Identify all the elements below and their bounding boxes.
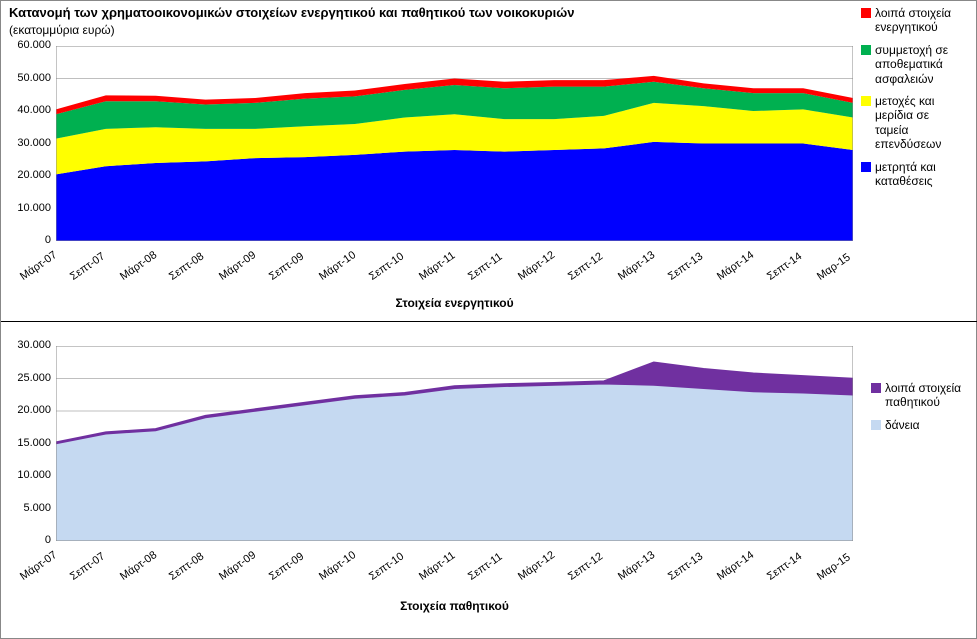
- legend-swatch: [861, 45, 871, 55]
- x-tick: Σεπτ-09: [267, 550, 306, 583]
- x-tick: Μαρ-15: [815, 551, 853, 582]
- x-tick: Μάρτ-07: [18, 249, 59, 283]
- x-tick: Σεπτ-14: [765, 550, 804, 583]
- x-tick: Σεπτ-10: [367, 250, 406, 283]
- chart2-svg: [56, 346, 853, 541]
- x-tick: Μάρτ-12: [516, 549, 557, 583]
- legend-item: δάνεια: [871, 418, 971, 432]
- chart-container: Κατανομή των χρηματοοικονομικών στοιχείω…: [0, 0, 977, 639]
- x-tick: Σεπτ-08: [167, 550, 206, 583]
- legend-label: μετοχές και μερίδια σε ταμεία επενδύσεων: [875, 94, 965, 152]
- y-tick: 20.000: [1, 404, 51, 416]
- y-tick: 5.000: [1, 502, 51, 514]
- legend-label: συμμετοχή σε αποθεματικά ασφαλειών: [875, 43, 965, 86]
- chart1-panel: [56, 46, 853, 241]
- chart1-xlabel: Στοιχεία ενεργητικού: [56, 296, 853, 310]
- x-tick: Μάρτ-07: [18, 549, 59, 583]
- x-tick: Σεπτ-07: [68, 250, 107, 283]
- x-tick: Σεπτ-13: [666, 550, 705, 583]
- divider: [1, 321, 977, 322]
- x-tick: Σεπτ-11: [466, 551, 505, 583]
- y-tick: 30.000: [1, 339, 51, 351]
- chart2-legend: λοιπά στοιχεία παθητικού δάνεια: [871, 381, 971, 440]
- x-tick: Μάρτ-14: [715, 249, 756, 283]
- y-tick: 10.000: [1, 202, 51, 214]
- y-tick: 50.000: [1, 72, 51, 84]
- legend-item: λοιπά στοιχεία παθητικού: [871, 381, 971, 410]
- y-tick: 10.000: [1, 469, 51, 481]
- y-tick: 15.000: [1, 437, 51, 449]
- x-tick: Μάρτ-10: [317, 549, 358, 583]
- x-tick: Σεπτ-14: [765, 250, 804, 283]
- y-tick: 60.000: [1, 39, 51, 51]
- chart1-svg: [56, 46, 853, 241]
- legend-swatch: [861, 162, 871, 172]
- chart-title: Κατανομή των χρηματοοικονομικών στοιχείω…: [9, 5, 574, 20]
- legend-label: δάνεια: [885, 418, 920, 432]
- x-tick: Σεπτ-07: [68, 550, 107, 583]
- x-tick: Μάρτ-09: [217, 249, 258, 283]
- x-tick: Σεπτ-08: [167, 250, 206, 283]
- legend-label: μετρητά και καταθέσεις: [875, 160, 965, 189]
- legend-swatch: [861, 8, 871, 18]
- x-tick: Σεπτ-10: [367, 550, 406, 583]
- legend-label: λοιπά στοιχεία ενεργητικού: [875, 6, 965, 35]
- x-tick: Μάρτ-14: [715, 549, 756, 583]
- legend-item: μετοχές και μερίδια σε ταμεία επενδύσεων: [861, 94, 971, 152]
- x-tick: Μαρ-15: [815, 251, 853, 282]
- y-tick: 0: [1, 534, 51, 546]
- legend-swatch: [871, 383, 881, 393]
- chart2-panel: [56, 346, 853, 541]
- chart1-legend: λοιπά στοιχεία ενεργητικού συμμετοχή σε α…: [861, 6, 971, 196]
- x-tick: Μάρτ-13: [616, 549, 657, 583]
- x-tick: Σεπτ-13: [666, 250, 705, 283]
- x-tick: Σεπτ-12: [566, 250, 605, 283]
- legend-item: λοιπά στοιχεία ενεργητικού: [861, 6, 971, 35]
- x-tick: Μάρτ-08: [118, 549, 159, 583]
- x-tick: Σεπτ-12: [566, 550, 605, 583]
- y-tick: 0: [1, 234, 51, 246]
- y-tick: 25.000: [1, 372, 51, 384]
- x-tick: Μάρτ-12: [516, 249, 557, 283]
- legend-swatch: [871, 420, 881, 430]
- legend-label: λοιπά στοιχεία παθητικού: [885, 381, 971, 410]
- y-tick: 20.000: [1, 169, 51, 181]
- legend-item: συμμετοχή σε αποθεματικά ασφαλειών: [861, 43, 971, 86]
- x-tick: Μάρτ-09: [217, 549, 258, 583]
- chart-subtitle: (εκατομμύρια ευρώ): [9, 23, 115, 37]
- x-tick: Σεπτ-11: [466, 251, 505, 283]
- chart2-xlabel: Στοιχεία παθητικού: [56, 599, 853, 613]
- x-tick: Μάρτ-13: [616, 249, 657, 283]
- legend-item: μετρητά και καταθέσεις: [861, 160, 971, 189]
- y-tick: 40.000: [1, 104, 51, 116]
- x-tick: Μάρτ-11: [417, 249, 458, 282]
- x-tick: Μάρτ-08: [118, 249, 159, 283]
- x-tick: Μάρτ-11: [417, 549, 458, 582]
- x-tick: Σεπτ-09: [267, 250, 306, 283]
- x-tick: Μάρτ-10: [317, 249, 358, 283]
- legend-swatch: [861, 96, 871, 106]
- y-tick: 30.000: [1, 137, 51, 149]
